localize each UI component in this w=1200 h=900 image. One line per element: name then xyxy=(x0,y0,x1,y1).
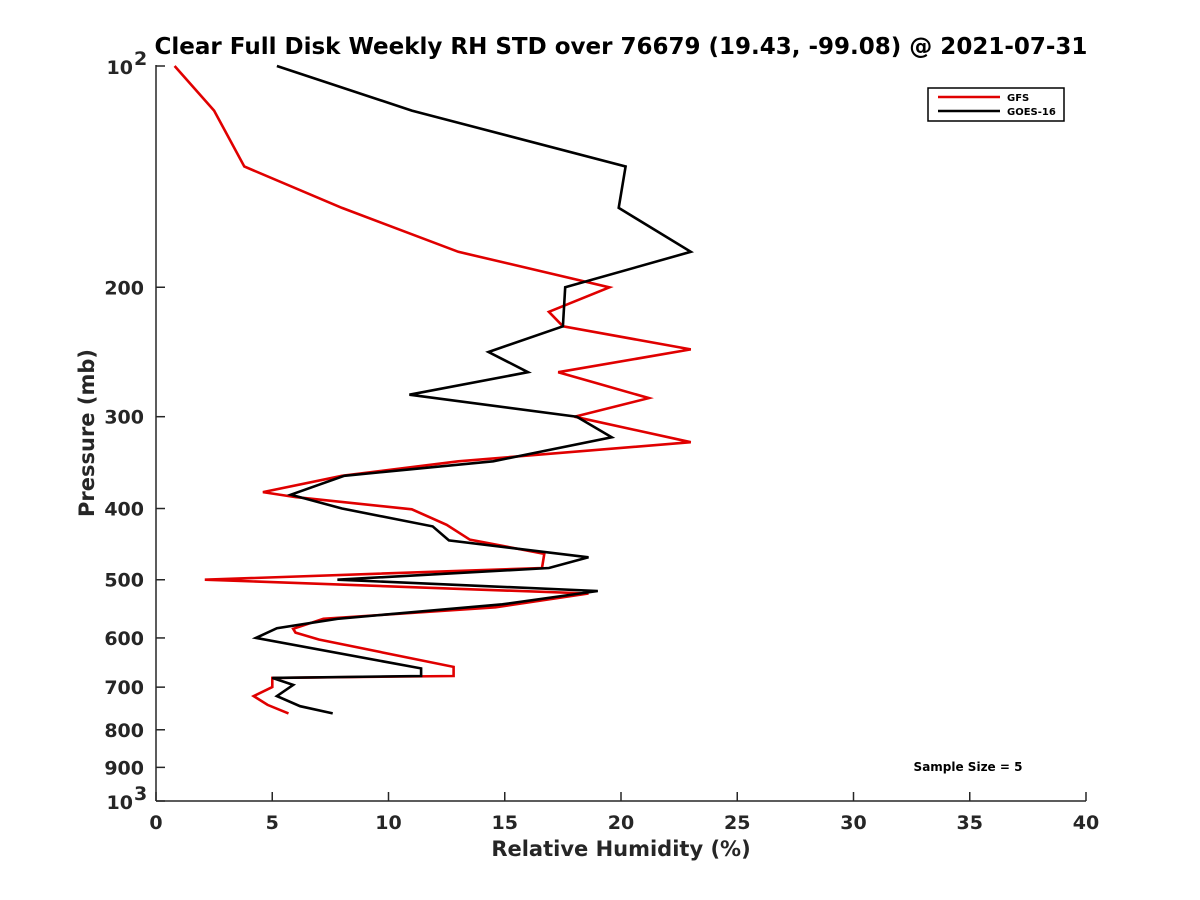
y-tick-label: 900 xyxy=(104,757,144,779)
x-tick-label: 10 xyxy=(375,812,401,834)
y-tick-label: 300 xyxy=(104,407,144,429)
y-tick-label: 10 xyxy=(107,57,133,79)
x-tick-label: 15 xyxy=(492,812,518,834)
y-tick-label: 800 xyxy=(104,720,144,742)
y-tick-label: 10 xyxy=(107,792,133,814)
y-tick-exponent: 2 xyxy=(134,48,147,70)
legend: GFS GOES-16 xyxy=(927,87,1065,122)
series-line-gfs xyxy=(173,65,692,715)
x-tick-label: 40 xyxy=(1073,812,1099,834)
y-tick-label: 200 xyxy=(104,277,144,299)
sample-size-annotation: Sample Size = 5 xyxy=(914,760,1023,774)
legend-label-goes16: GOES-16 xyxy=(1007,107,1056,118)
x-tick-label: 20 xyxy=(608,812,634,834)
data-series xyxy=(173,64,695,715)
y-tick-exponent: 3 xyxy=(134,783,147,805)
series-line-goes16 xyxy=(251,64,695,715)
legend-box xyxy=(927,87,1065,122)
x-tick-label: 0 xyxy=(149,812,162,834)
x-tick-label: 35 xyxy=(957,812,983,834)
x-axis-label: Relative Humidity (%) xyxy=(491,837,750,861)
y-tick-label: 500 xyxy=(104,570,144,592)
y-axis-label: Pressure (mb) xyxy=(75,349,99,517)
x-tick-label: 30 xyxy=(840,812,866,834)
y-tick-label: 700 xyxy=(104,677,144,699)
legend-label-gfs: GFS xyxy=(1007,93,1029,104)
x-tick-label: 5 xyxy=(266,812,279,834)
y-tick-label: 400 xyxy=(104,499,144,521)
x-axis-ticks: 0 5 10 15 20 25 30 35 40 xyxy=(149,792,1099,834)
x-tick-label: 25 xyxy=(724,812,750,834)
chart-title: Clear Full Disk Weekly RH STD over 76679… xyxy=(155,34,1088,60)
y-tick-label: 600 xyxy=(104,628,144,650)
